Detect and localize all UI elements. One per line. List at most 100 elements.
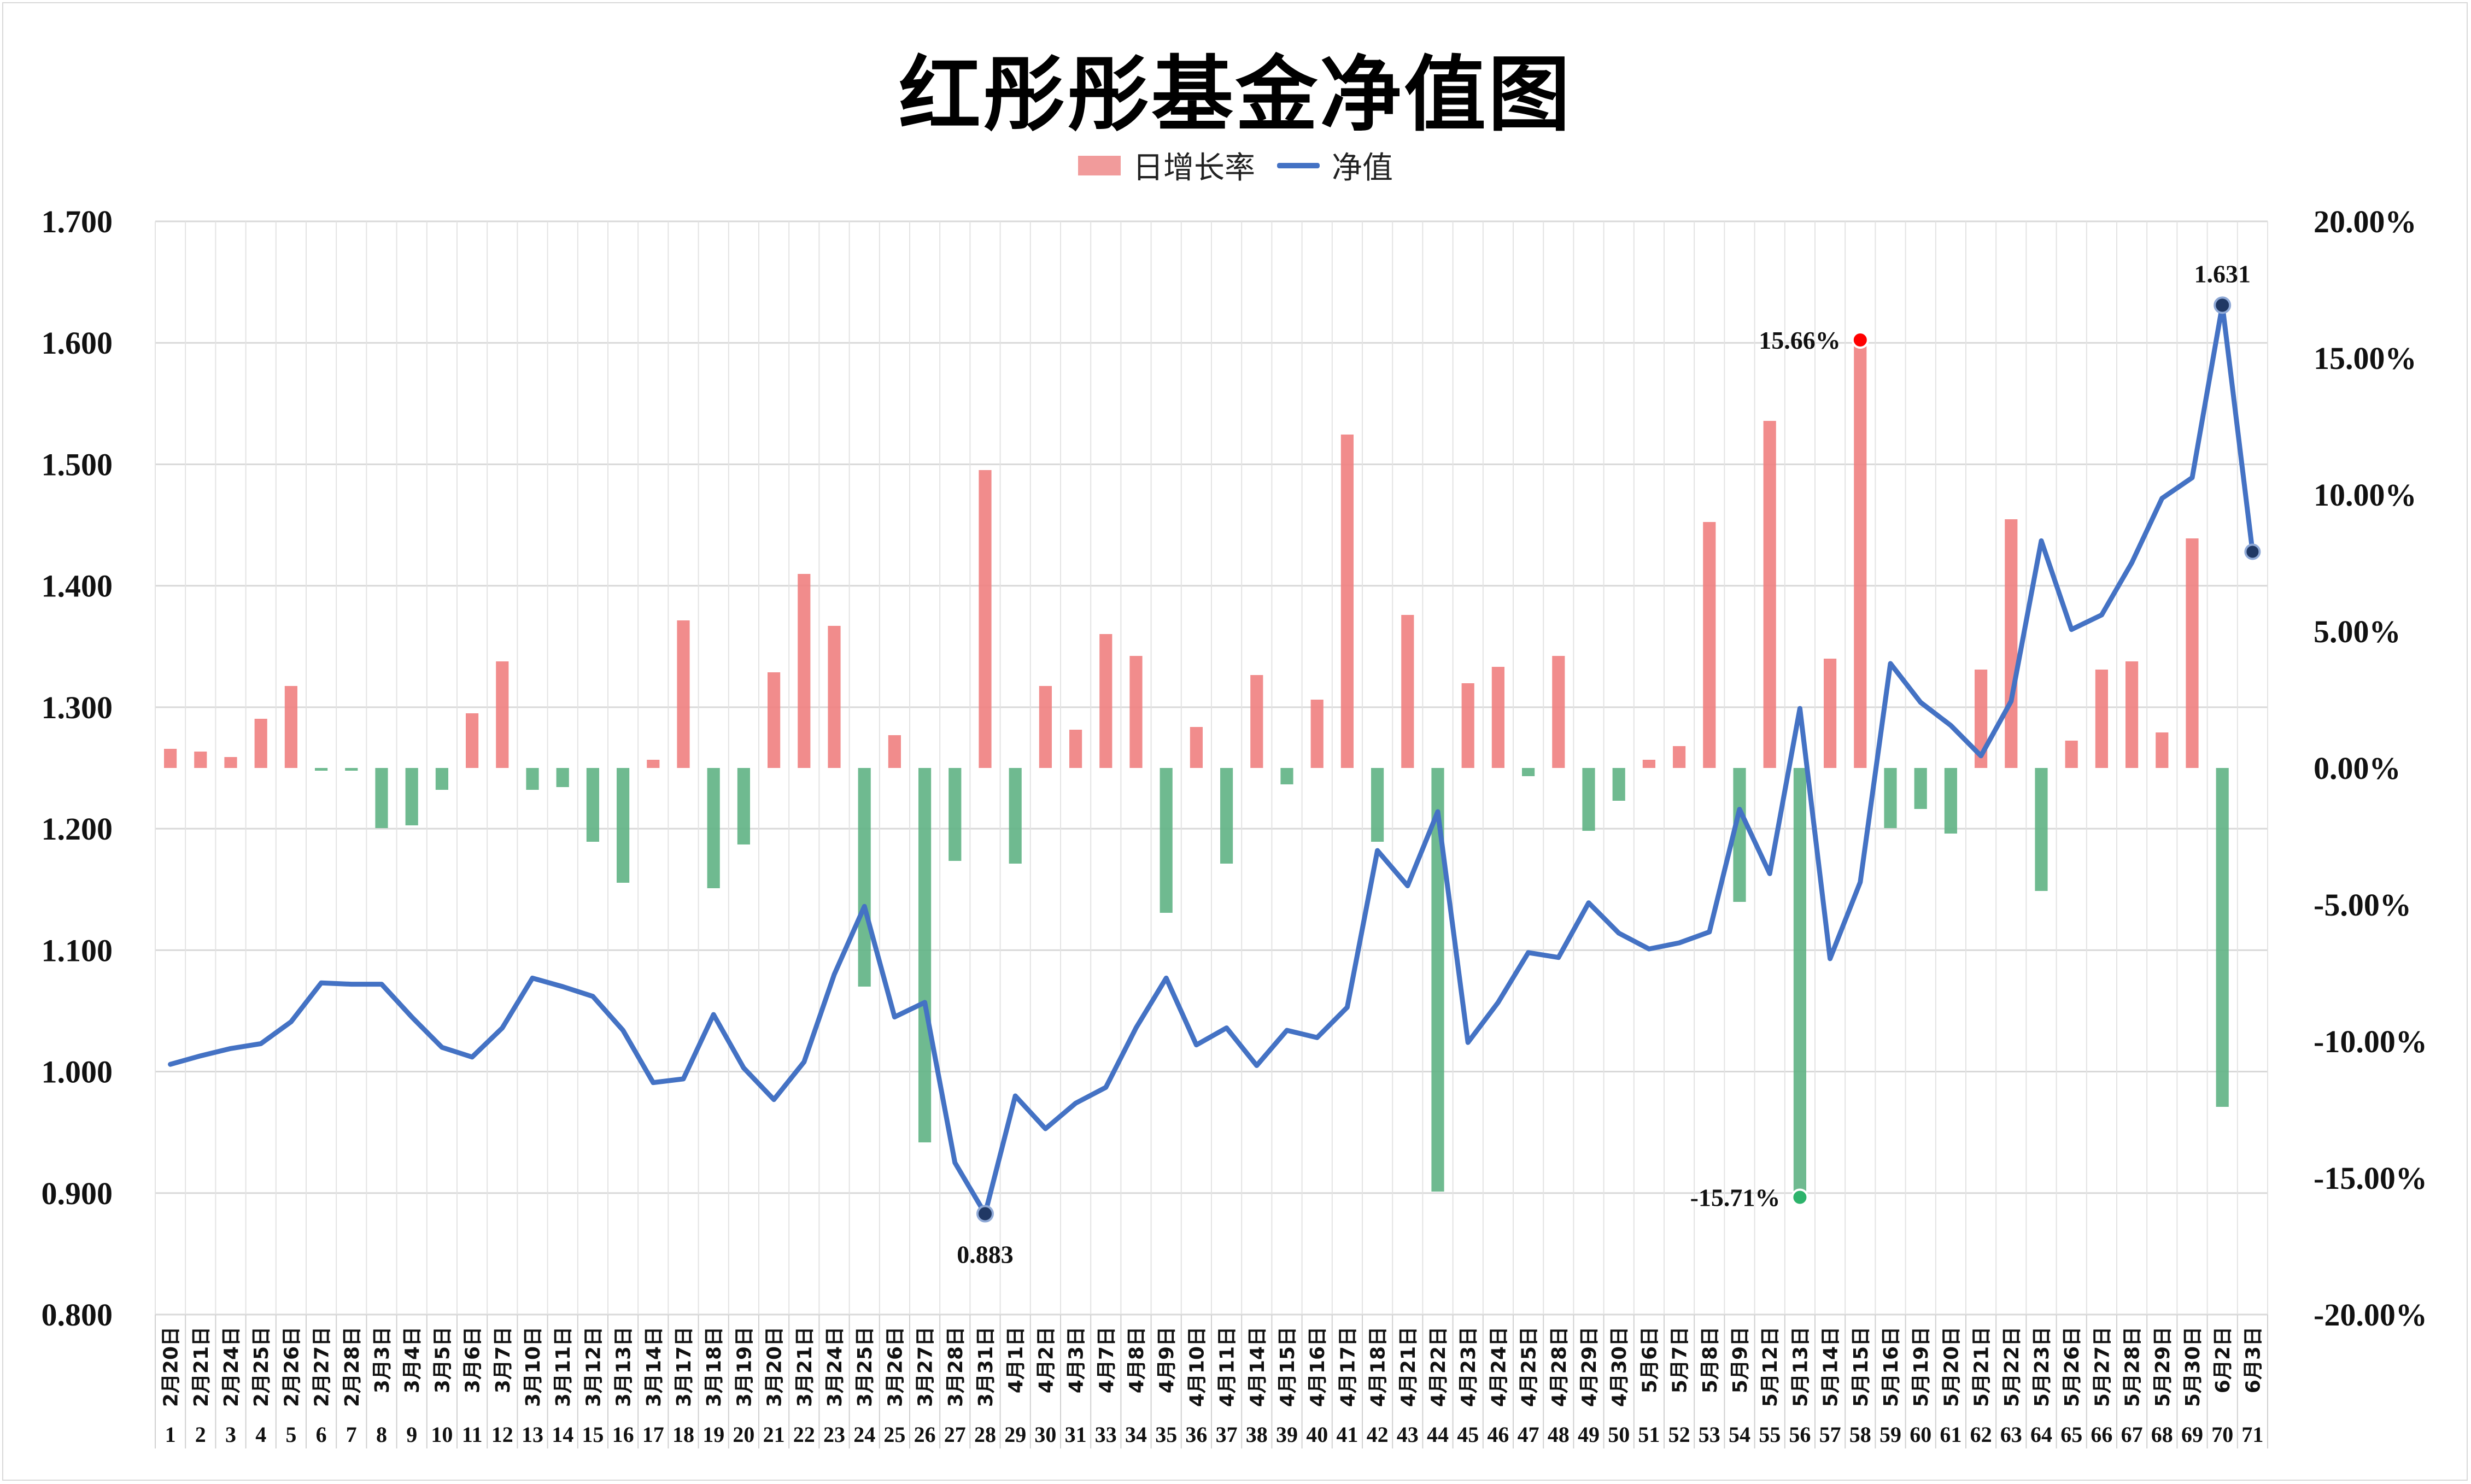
rate-bar — [1009, 768, 1022, 864]
rate-bar — [1733, 768, 1746, 902]
x-index-label: 71 — [2241, 1422, 2263, 1447]
rate-bar — [1160, 768, 1173, 913]
x-index-label: 4 — [255, 1422, 266, 1447]
rate-bar — [284, 686, 297, 768]
x-date-label: 3月28日 — [945, 1327, 967, 1407]
rate-bar — [768, 672, 781, 768]
y-left-tick-label: 1.600 — [42, 325, 113, 361]
y-left-tick-label: 1.000 — [42, 1054, 113, 1090]
rate-bar — [164, 749, 177, 768]
rate-bar — [1763, 421, 1776, 768]
x-date-label: 4月28日 — [1548, 1327, 1571, 1407]
rate-bar — [1250, 675, 1263, 768]
max-rate-label: 15.66% — [1759, 326, 1841, 354]
rate-bar — [798, 574, 811, 768]
x-index-label: 14 — [552, 1422, 573, 1447]
rate-bar — [1220, 768, 1233, 864]
x-date-label: 4月3日 — [1065, 1327, 1088, 1393]
y-right-tick-label: -10.00% — [2314, 1024, 2427, 1059]
x-date-label: 5月16日 — [1880, 1327, 1902, 1407]
x-date-label: 5月29日 — [2152, 1327, 2174, 1407]
x-index-label: 21 — [763, 1422, 785, 1447]
x-date-label: 4月7日 — [1096, 1327, 1118, 1393]
x-index-label: 51 — [1638, 1422, 1660, 1447]
x-date-label: 3月3日 — [371, 1327, 394, 1393]
rate-bar — [224, 757, 237, 768]
x-date-label: 3月25日 — [854, 1327, 876, 1407]
rate-bar — [1371, 768, 1384, 842]
x-index-label: 49 — [1578, 1422, 1600, 1447]
rate-bar — [1552, 656, 1565, 768]
x-index-label: 48 — [1548, 1422, 1570, 1447]
x-index-label: 13 — [522, 1422, 543, 1447]
x-date-label: 3月11日 — [552, 1327, 575, 1407]
x-index-label: 27 — [944, 1422, 966, 1447]
x-date-label: 2月27日 — [311, 1327, 333, 1407]
x-date-label: 3月20日 — [764, 1327, 786, 1407]
x-date-label: 3月24日 — [824, 1327, 846, 1407]
x-date-label: 3月19日 — [733, 1327, 756, 1407]
x-index-label: 70 — [2211, 1422, 2233, 1447]
x-date-label: 2月25日 — [250, 1327, 273, 1407]
x-index-label: 44 — [1427, 1422, 1449, 1447]
rate-bar — [707, 768, 720, 888]
rate-bar — [1190, 727, 1203, 768]
x-date-label: 5月30日 — [2182, 1327, 2204, 1407]
x-index-label: 59 — [1879, 1422, 1901, 1447]
x-index-label: 52 — [1668, 1422, 1690, 1447]
rate-bar — [1280, 768, 1293, 784]
legend-swatch-rate — [1078, 155, 1121, 175]
rate-bar — [1824, 659, 1837, 768]
rate-bar — [586, 768, 599, 842]
x-index-label: 64 — [2030, 1422, 2052, 1447]
x-date-label: 4月18日 — [1367, 1327, 1390, 1407]
x-date-label: 3月31日 — [975, 1327, 997, 1407]
x-date-label: 4月29日 — [1578, 1327, 1601, 1407]
rate-bar — [1431, 768, 1444, 1192]
y-left-tick-label: 0.800 — [42, 1297, 113, 1333]
rate-bar — [617, 768, 630, 883]
x-date-label: 4月8日 — [1126, 1327, 1148, 1393]
x-date-label: 4月17日 — [1337, 1327, 1359, 1407]
x-index-label: 61 — [1940, 1422, 1961, 1447]
rate-bar — [405, 768, 418, 825]
x-date-label: 3月7日 — [492, 1327, 514, 1393]
x-date-label: 4月10日 — [1186, 1327, 1208, 1407]
x-index-label: 47 — [1518, 1422, 1539, 1447]
x-date-label: 5月22日 — [2001, 1327, 2023, 1407]
rate-bar — [2216, 768, 2229, 1107]
x-index-label: 38 — [1246, 1422, 1268, 1447]
x-date-label: 4月24日 — [1488, 1327, 1510, 1407]
x-index-label: 30 — [1034, 1422, 1056, 1447]
x-date-label: 4月1日 — [1005, 1327, 1027, 1393]
rate-bar — [1069, 730, 1082, 768]
chart-title: 红彤彤基金净值图 — [898, 48, 1572, 143]
legend-swatch-nav — [1277, 162, 1320, 168]
x-index-label: 3 — [225, 1422, 236, 1447]
y-right-tick-label: -15.00% — [2314, 1160, 2427, 1196]
y-left-tick-label: 1.100 — [42, 932, 113, 968]
x-index-label: 18 — [672, 1422, 694, 1447]
rate-bar — [1914, 768, 1927, 809]
x-index-label: 68 — [2151, 1422, 2173, 1447]
x-date-label: 5月21日 — [1971, 1327, 1993, 1407]
max-nav-label: 1.631 — [2194, 260, 2251, 288]
x-index-label: 16 — [612, 1422, 634, 1447]
x-date-label: 2月20日 — [160, 1327, 183, 1407]
nav-line — [168, 302, 2255, 1217]
rate-bar — [2186, 538, 2199, 768]
x-date-label: 5月20日 — [1940, 1327, 1963, 1407]
x-index-label: 45 — [1457, 1422, 1479, 1447]
min-nav-label: 0.883 — [957, 1241, 1014, 1269]
min-rate-label: -15.71% — [1690, 1184, 1781, 1212]
rate-bar — [1522, 768, 1535, 776]
x-date-label: 4月21日 — [1397, 1327, 1420, 1407]
x-date-label: 3月6日 — [462, 1327, 484, 1393]
x-date-label: 4月2日 — [1035, 1327, 1057, 1393]
x-date-label: 3月26日 — [884, 1327, 906, 1407]
x-date-label: 4月15日 — [1277, 1327, 1299, 1407]
x-date-label: 5月28日 — [2122, 1327, 2144, 1407]
y-right-tick-label: 5.00% — [2314, 614, 2401, 649]
rate-bar — [466, 713, 479, 768]
x-date-label: 3月13日 — [613, 1327, 635, 1407]
